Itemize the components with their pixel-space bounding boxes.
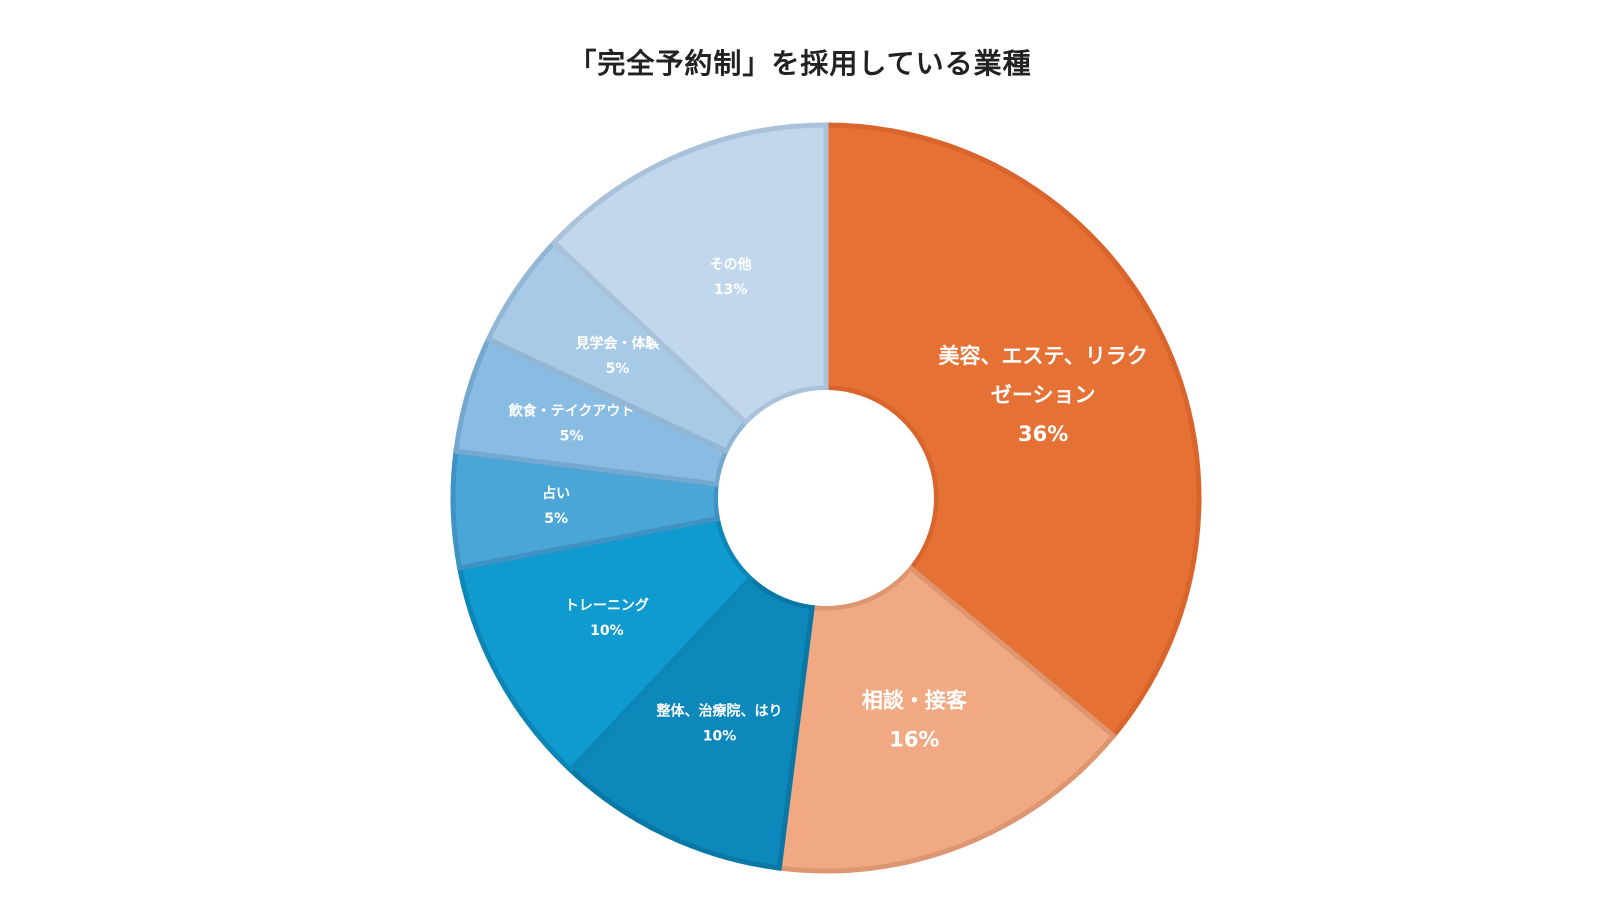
chart-title: 「完全予約制」を採用している業種 <box>568 47 1032 80</box>
slice-value-5: 5% <box>560 429 584 445</box>
donut-slice-0 <box>823 122 1202 740</box>
slice-label-2-line-0: 整体、治療院、はり <box>656 703 783 720</box>
slice-value-0: 36% <box>1018 422 1068 446</box>
slice-value-7: 13% <box>714 282 748 298</box>
slice-label-0-line-1: ゼーション <box>991 383 1096 407</box>
donut-slice-1 <box>776 564 1117 874</box>
slice-value-6: 5% <box>606 361 630 377</box>
slice-value-4: 5% <box>544 511 568 527</box>
slice-label-1-line-0: 相談・接客 <box>862 689 968 713</box>
slice-label-0-line-0: 美容、エステ、リラク <box>938 344 1147 368</box>
slice-label-5-line-0: 飲食・テイクアウト <box>508 403 635 420</box>
slice-value-1: 16% <box>889 728 939 752</box>
slice-label-3-line-0: トレーニング <box>565 597 649 614</box>
slice-label-6-line-0: 見学会・体験 <box>575 335 661 352</box>
slice-value-3: 10% <box>590 623 624 639</box>
slice-value-2: 10% <box>703 729 737 745</box>
donut-hole <box>718 390 934 606</box>
slice-label-7-line-0: その他 <box>710 256 752 273</box>
donut-slice-3 <box>456 515 755 774</box>
slice-label-4-line-0: 占い <box>542 485 570 502</box>
donut-slice-2 <box>567 574 816 871</box>
donut-slice-7 <box>550 122 829 427</box>
